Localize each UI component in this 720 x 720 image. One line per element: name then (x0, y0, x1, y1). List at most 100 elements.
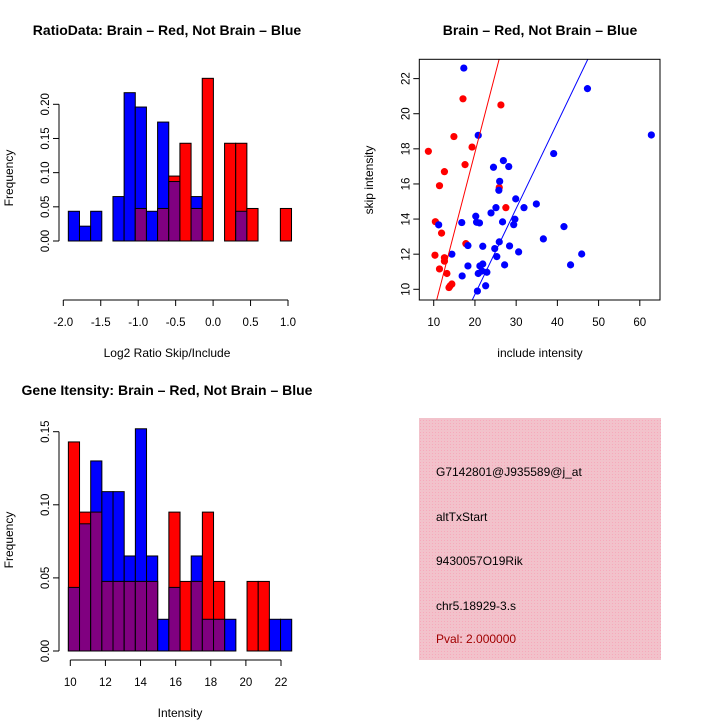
gene-name: 9430057O19Rik (436, 554, 524, 568)
bar-not-brain (224, 618, 237, 652)
point-not-brain (532, 200, 540, 208)
y-tick-label: 14 (400, 212, 412, 225)
point-not-brain (566, 261, 575, 269)
intensity-scatter: Brain – Red, Not Brain – Blue include in… (362, 22, 661, 360)
bar-not-brain (268, 618, 282, 652)
point-brain (424, 147, 432, 155)
point-not-brain (479, 260, 487, 268)
bar-overlap (235, 210, 248, 242)
x-tick-label: -1.0 (128, 317, 148, 329)
x-tick-label: 20 (469, 317, 482, 329)
point-not-brain (511, 215, 519, 223)
x-tick-label: 30 (510, 317, 523, 329)
y-tick-label: 22 (400, 72, 412, 85)
point-not-brain (583, 85, 592, 93)
x-tick-label: -2.0 (53, 317, 73, 329)
x-tick-label: 20 (239, 677, 252, 689)
point-not-brain (512, 195, 520, 203)
y-tick-label: 0.15 (40, 421, 52, 443)
y-tick-label: 0.20 (40, 93, 52, 115)
bar-brain (179, 580, 192, 652)
point-not-brain (560, 223, 568, 231)
bar-brain (179, 142, 192, 242)
ratio-histogram-title: RatioData: Brain – Red, Not Brain – Blue (33, 22, 302, 38)
scatter-ylabel: skip intensity (362, 146, 376, 215)
point-not-brain (472, 212, 480, 220)
bar-overlap (213, 618, 226, 652)
scatter-title: Brain – Red, Not Brain – Blue (443, 22, 638, 38)
info-panel: G7142801@J935589@j_at altTxStart 9430057… (419, 418, 661, 660)
y-tick-label: 0.00 (40, 230, 52, 252)
bar-overlap (134, 207, 147, 242)
x-tick-label: 0.0 (205, 317, 221, 329)
point-not-brain (550, 149, 558, 158)
bar-brain (257, 580, 270, 652)
probe-id: G7142801@J935589@j_at (436, 465, 582, 479)
point-not-brain (539, 235, 547, 243)
ratio-histogram: RatioData: Brain – Red, Not Brain – Blue… (2, 22, 301, 360)
y-tick-label: 0.05 (40, 567, 52, 589)
y-tick-label: 0.00 (40, 640, 52, 662)
point-not-brain (478, 267, 486, 275)
ratio-histogram-ylabel: Frequency (2, 150, 16, 207)
point-not-brain (510, 221, 518, 229)
bar-brain (224, 142, 237, 242)
bar-overlap (201, 618, 215, 652)
point-not-brain (460, 64, 468, 72)
point-brain (435, 182, 444, 190)
pval: Pval: 2.000000 (436, 632, 516, 646)
location: chr5.18929-3.s (436, 599, 516, 613)
point-not-brain (520, 204, 528, 212)
x-tick-label: 10 (64, 677, 77, 689)
x-tick-label: 50 (592, 317, 605, 329)
bar-brain (201, 77, 214, 242)
bar-not-brain (67, 210, 80, 242)
info-panel-background (419, 418, 661, 660)
point-not-brain (435, 221, 443, 229)
point-not-brain (482, 282, 490, 290)
point-not-brain (496, 177, 504, 185)
point-brain (443, 269, 451, 278)
intensity-histogram-xlabel: Intensity (158, 706, 203, 720)
point-not-brain (489, 163, 498, 171)
bar-not-brain (157, 618, 170, 652)
point-brain (445, 283, 453, 292)
bar-overlap (190, 207, 203, 242)
point-not-brain (515, 248, 523, 256)
point-not-brain (498, 218, 507, 226)
y-tick-label: 0.05 (40, 196, 52, 218)
point-not-brain (475, 219, 484, 227)
bar-overlap (146, 580, 159, 652)
point-not-brain (505, 162, 513, 171)
point-not-brain (464, 262, 472, 270)
bar-overlap (79, 523, 92, 652)
y-tick-label: 0.15 (40, 127, 52, 149)
point-not-brain (501, 261, 509, 269)
y-tick-label: 20 (400, 107, 412, 120)
plot-frame (418, 58, 661, 301)
bar-overlap (157, 207, 170, 242)
bar-overlap (67, 586, 81, 652)
point-brain (461, 161, 469, 169)
y-tick-label: 0.10 (40, 161, 52, 183)
bar-overlap (134, 580, 148, 652)
ratio-histogram-xlabel: Log2 Ratio Skip/Include (104, 346, 231, 360)
bar-overlap (112, 580, 125, 652)
x-tick-label: 1.0 (280, 317, 296, 329)
y-tick-label: 0.10 (40, 494, 52, 516)
bar-not-brain (112, 196, 125, 242)
bar-overlap (168, 181, 181, 242)
point-brain (450, 132, 458, 141)
intensity-histogram-title: Gene Itensity: Brain – Red, Not Brain – … (22, 382, 313, 398)
fit-line-not-brain (471, 59, 589, 300)
y-tick-label: 12 (400, 248, 412, 261)
intensity-histogram-ylabel: Frequency (2, 512, 16, 569)
point-brain (431, 251, 439, 259)
point-not-brain (493, 253, 501, 261)
point-not-brain (647, 131, 655, 139)
bar-overlap (101, 580, 114, 652)
y-tick-label: 18 (400, 142, 412, 155)
point-brain (435, 265, 444, 273)
bar-brain (246, 580, 259, 652)
